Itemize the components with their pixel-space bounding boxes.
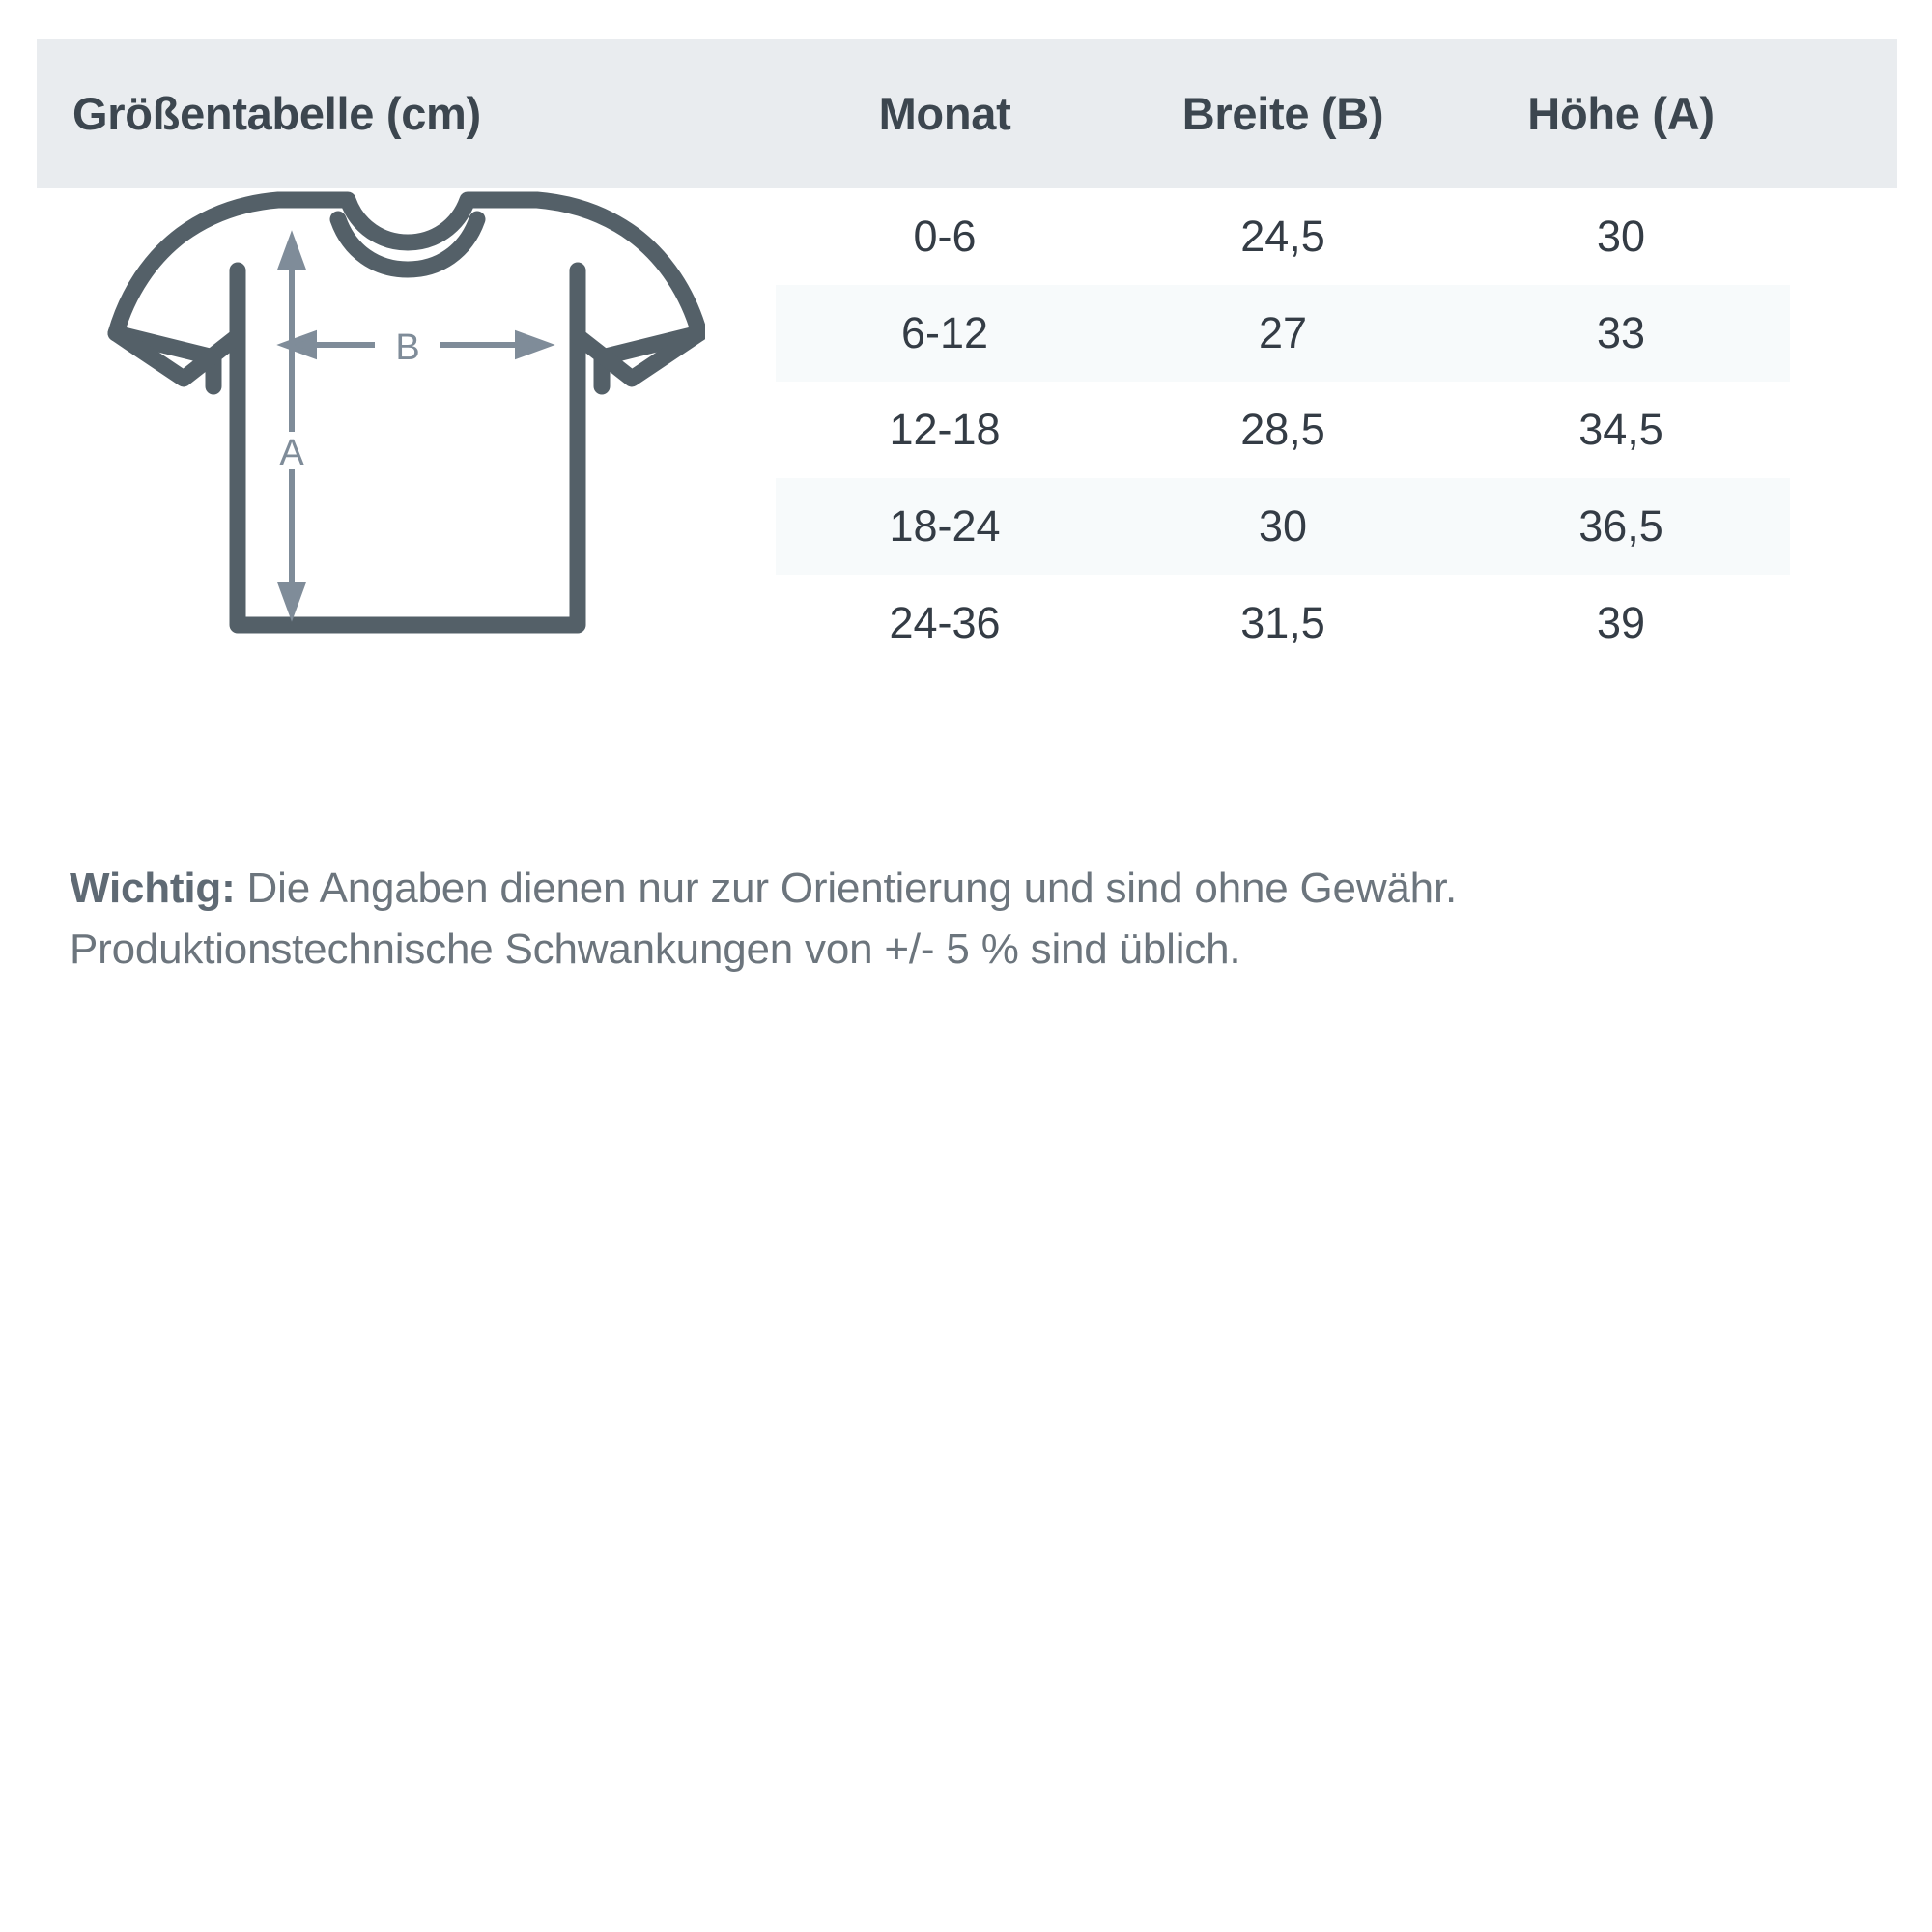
table-body: 0-6 24,5 30 6-12 27 33 12-18 28,5 34,5 1… — [37, 188, 1897, 671]
row-spacer — [37, 285, 776, 382]
table-row: 0-6 24,5 30 — [37, 188, 1897, 285]
cell-hoehe: 33 — [1452, 285, 1790, 382]
table-row: 18-24 30 36,5 — [37, 478, 1897, 575]
cell-breite: 30 — [1114, 478, 1452, 575]
row-spacer — [37, 188, 776, 285]
row-spacer — [37, 478, 776, 575]
size-table: Größentabelle (cm) Monat Breite (B) Höhe… — [37, 39, 1897, 671]
cell-hoehe: 34,5 — [1578, 405, 1663, 454]
cell-hoehe: 39 — [1596, 598, 1646, 647]
footnote-line2: Produktionstechnische Schwankungen von +… — [70, 925, 1241, 973]
cell-hoehe: 36,5 — [1452, 478, 1790, 575]
column-header-hoehe: Höhe (A) — [1527, 88, 1715, 139]
footnote: Wichtig: Die Angaben dienen nur zur Orie… — [70, 858, 1886, 980]
cell-monat: 6-12 — [776, 285, 1114, 382]
cell-breite: 24,5 — [1240, 212, 1325, 261]
cell-hoehe: 30 — [1596, 212, 1646, 261]
footnote-line1: Die Angaben dienen nur zur Orientierung … — [235, 865, 1458, 912]
table-row: 12-18 28,5 34,5 — [37, 382, 1897, 478]
row-spacer — [37, 575, 776, 671]
cell-monat: 12-18 — [889, 405, 1001, 454]
table-header-row: Größentabelle (cm) Monat Breite (B) Höhe… — [37, 39, 1897, 188]
cell-breite: 31,5 — [1240, 598, 1325, 647]
cell-monat: 0-6 — [913, 212, 977, 261]
column-header-breite: Breite (B) — [1181, 88, 1384, 139]
column-header-monat: Monat — [878, 88, 1011, 139]
page-title: Größentabelle (cm) — [72, 88, 481, 139]
footnote-emphasis: Wichtig: — [70, 865, 236, 912]
cell-breite: 27 — [1114, 285, 1452, 382]
row-spacer — [37, 382, 776, 478]
cell-monat: 18-24 — [776, 478, 1114, 575]
cell-breite: 28,5 — [1240, 405, 1325, 454]
cell-monat: 24-36 — [889, 598, 1001, 647]
table-row: 24-36 31,5 39 — [37, 575, 1897, 671]
table-row: 6-12 27 33 — [37, 285, 1897, 382]
